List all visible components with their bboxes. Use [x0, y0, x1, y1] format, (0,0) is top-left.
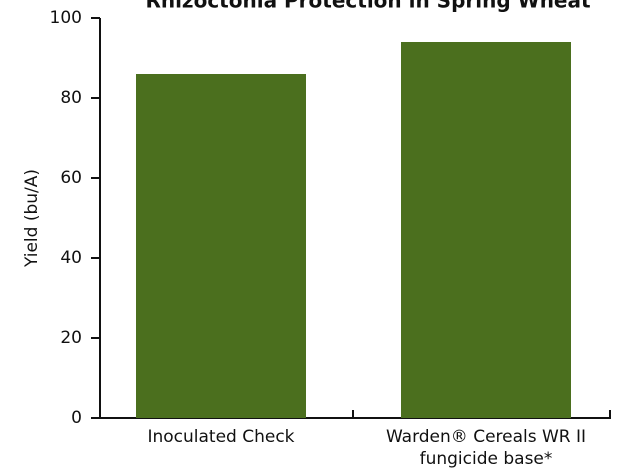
y-tick-label: 40 — [60, 248, 82, 268]
y-tick-label: 0 — [71, 408, 82, 428]
bar — [136, 74, 306, 418]
y-tick-label: 80 — [60, 88, 82, 108]
y-tick-label: 60 — [60, 168, 82, 188]
y-tick-label: 20 — [60, 328, 82, 348]
x-tick-label: Warden® Cereals WR II fungicide base* — [385, 427, 587, 469]
chart-title: Rhizoctonia Protection in Spring Wheat — [145, 0, 591, 13]
y-axis-label: Yield (bu/A) — [22, 169, 42, 268]
y-tick-label: 100 — [50, 8, 82, 28]
bar — [401, 42, 571, 418]
x-tick-label: Inoculated Check — [147, 427, 295, 447]
